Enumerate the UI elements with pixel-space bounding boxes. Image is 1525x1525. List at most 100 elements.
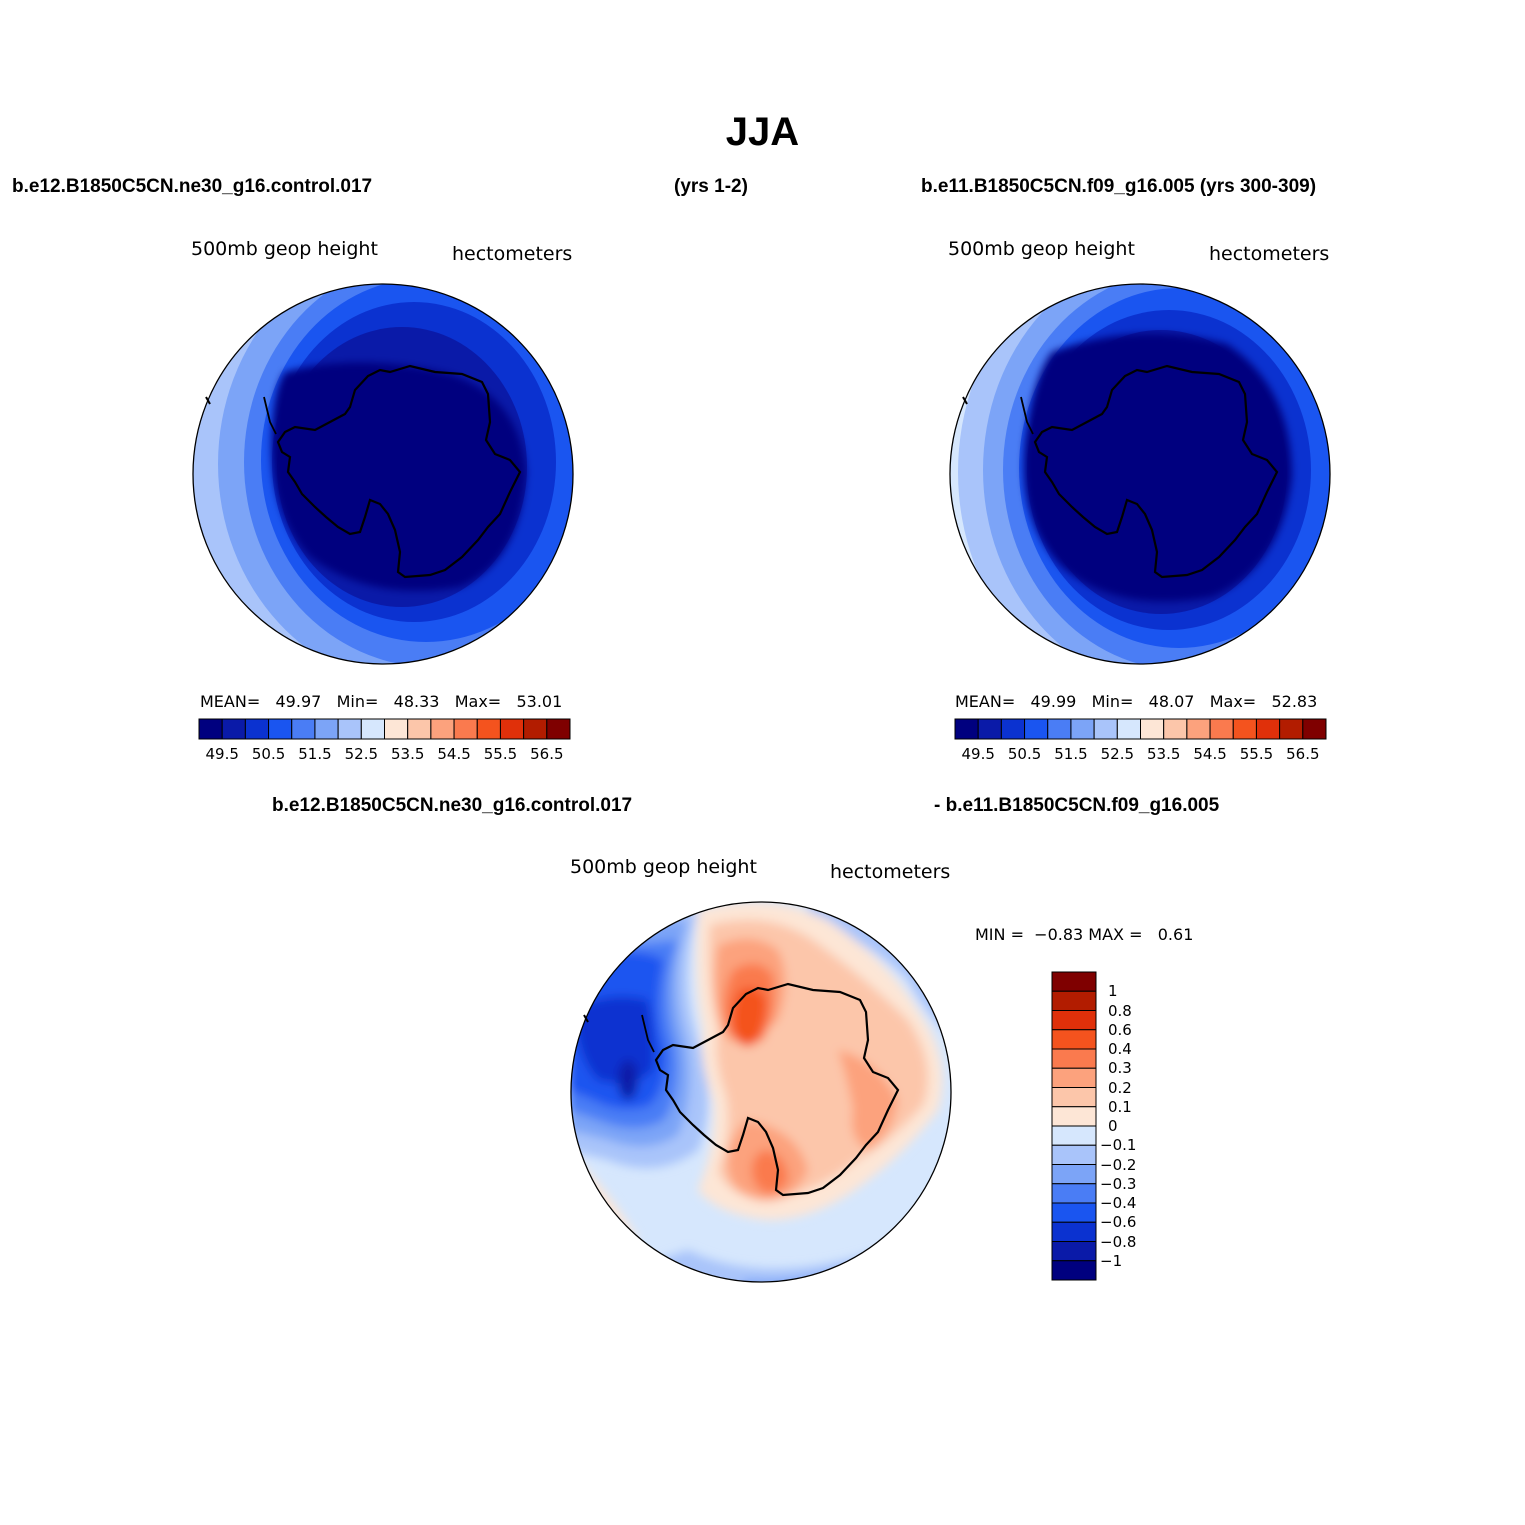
panel2-map [949,283,1331,665]
panel2-antarctica-coastline [1033,364,1279,579]
panel2-colorbar-tick-label: 51.5 [1054,745,1088,763]
panel2-colorbar-box [1186,718,1211,740]
panel2-colorbar-box [1255,718,1281,740]
panel3-colorbar-box [1051,1144,1097,1165]
panel2-colorbar-box [1140,718,1165,740]
panel2-colorbar-tick-label: 49.5 [961,745,995,763]
panel2-mean: 49.99 [1030,692,1077,711]
panel2-colorbar-box [1302,718,1327,740]
panel1-colorbar-tick-label: 54.5 [437,745,471,763]
panel1-min: 48.33 [393,692,440,711]
panel1-colorbar-tick-label: 52.5 [344,745,379,763]
panel2-contour-fill [950,284,1330,664]
panel2-stats: MEAN= 49.99 Min= 48.07 Max= 52.83 [955,692,1317,711]
panel2-colorbar-box [1163,718,1188,740]
panel2-colorbar-box [954,718,979,740]
panel3-colorbar-tick-label: 0 [1108,1117,1118,1135]
panel1-years: (yrs 1-2) [674,176,748,197]
panel1-antarctica-coastline [276,364,522,579]
panel1-colorbar-box [268,718,293,740]
panel1-colorbar [198,718,571,740]
panel2-colorbar-box [977,718,1002,740]
panel3-colorbar-box [1051,990,1097,1011]
panel3-colorbar-tick-label: −1 [1100,1251,1123,1270]
panel1-colorbar-box [384,718,409,740]
panel1-mean: 49.97 [275,692,322,711]
panel3-colorbar-tick-label: −0.8 [1100,1232,1137,1251]
panel2-colorbar-box [1070,718,1095,740]
figure-title: JJA [725,110,800,154]
panel3-colorbar-tick-label: 0.4 [1108,1040,1132,1058]
panel2-colorbar-tick-label: 56.5 [1286,745,1320,763]
panel1-colorbar-tick-label: 50.5 [251,745,286,763]
panel3-colorbar-tick-label: −0.3 [1100,1174,1137,1193]
panel1-max: 53.01 [516,692,563,711]
panel3-contour-fill [571,902,951,1282]
panel3-variable: 500mb geop height [570,856,757,878]
panel2-colorbar-ticks: 49.5 50.5 51.5 52.5 53.5 54.5 55.5 56.5 [955,745,1326,765]
panel3-colorbar-box [1051,1029,1097,1050]
panel3-colorbar-box [1051,1087,1097,1108]
panel2-colorbar-box [1279,718,1304,740]
panel3-colorbar-box [1051,1048,1097,1069]
panel1-colorbar-ticks: 49.5 50.5 51.5 52.5 53.5 54.5 55.5 56.5 [199,745,570,765]
panel3-colorbar-tick-label: −0.4 [1100,1194,1137,1212]
panel3-map-border [570,901,952,1283]
panel2-map-border [949,283,1331,665]
panel3-max: 0.61 [1157,925,1194,944]
panel2-colorbar-box [1232,718,1257,740]
panel3-colorbar-box [1051,1202,1097,1223]
panel2-colorbar-tick-label: 53.5 [1146,745,1181,763]
panel3-case-left: b.e12.B1850C5CN.ne30_g16.control.017 [272,795,633,816]
panel3-stats: MIN = −0.83 MAX = 0.61 [975,925,1193,944]
panel2-colorbar-box [1093,718,1118,740]
panel1-colorbar-box [221,718,246,740]
panel1-colorbar-box [314,718,339,740]
panel3-colorbar-box [1051,1125,1097,1146]
panel2-colorbar-box [1047,718,1072,740]
panel2-case-title: b.e11.B1850C5CN.f09_g16.005 (yrs 300-309… [921,176,1317,197]
panel2-colorbar-tick-label: 52.5 [1100,745,1135,763]
panel1-colorbar-box [430,718,455,740]
panel1-colorbar-box [453,718,478,740]
panel3-colorbar-tick-label: 1 [1108,982,1118,1001]
panel1-colorbar-box [198,718,223,740]
panel3-colorbar-tick-label: −0.1 [1100,1136,1137,1155]
panel1-colorbar-tick-label: 56.5 [530,745,564,763]
panel3-colorbar-box [1051,1260,1097,1281]
panel2-colorbar-tick-label: 50.5 [1007,745,1042,763]
panel2-colorbar-box [1000,718,1026,740]
panel1-contour-fill [193,284,573,664]
panel3-antarctica-coastline [654,982,900,1197]
panel3-colorbar-tick-label: 0.2 [1108,1078,1132,1097]
panel1-colorbar-box [546,718,571,740]
panel1-colorbar-tick-label: 49.5 [205,745,239,763]
panel2-colorbar-box [1116,718,1141,740]
panel1-mean-label: MEAN= [200,692,261,711]
panel1-map-border [192,283,574,665]
panel1-colorbar-tick-label: 51.5 [298,745,332,763]
panel1-colorbar-tick-label: 55.5 [483,745,518,763]
panel2-max-label: Max= [1209,692,1257,711]
panel2-colorbar-tick-label: 55.5 [1239,745,1274,763]
panel2-min-label: Min= [1091,692,1134,711]
panel1-units: hectometers [452,243,573,265]
panel3-units: hectometers [830,861,951,883]
panel1-colorbar-box [244,718,270,740]
panel1-case-title: b.e12.B1850C5CN.ne30_g16.control.017 [12,176,373,197]
panel3-colorbar-box [1051,971,1097,992]
panel2-mean-label: MEAN= [955,692,1016,711]
panel2-units: hectometers [1209,243,1330,265]
panel2-variable: 500mb geop height [948,238,1135,260]
panel1-stats: MEAN= 49.97 Min= 48.33 Max= 53.01 [200,692,562,711]
panel2-min: 48.07 [1148,692,1195,711]
panel3-case-right: - b.e11.B1850C5CN.f09_g16.005 [934,795,1220,816]
panel2-colorbar [954,718,1327,740]
panel1-colorbar-box [291,718,316,740]
panel3-colorbar-box [1051,1241,1097,1262]
panel3-min-label: MIN = [975,925,1024,944]
panel2-colorbar-box [1209,718,1234,740]
panel3-colorbar-box [1051,1164,1097,1185]
panel1-colorbar-box [523,718,548,740]
panel3-colorbar-tick-label: 0.3 [1108,1059,1132,1078]
